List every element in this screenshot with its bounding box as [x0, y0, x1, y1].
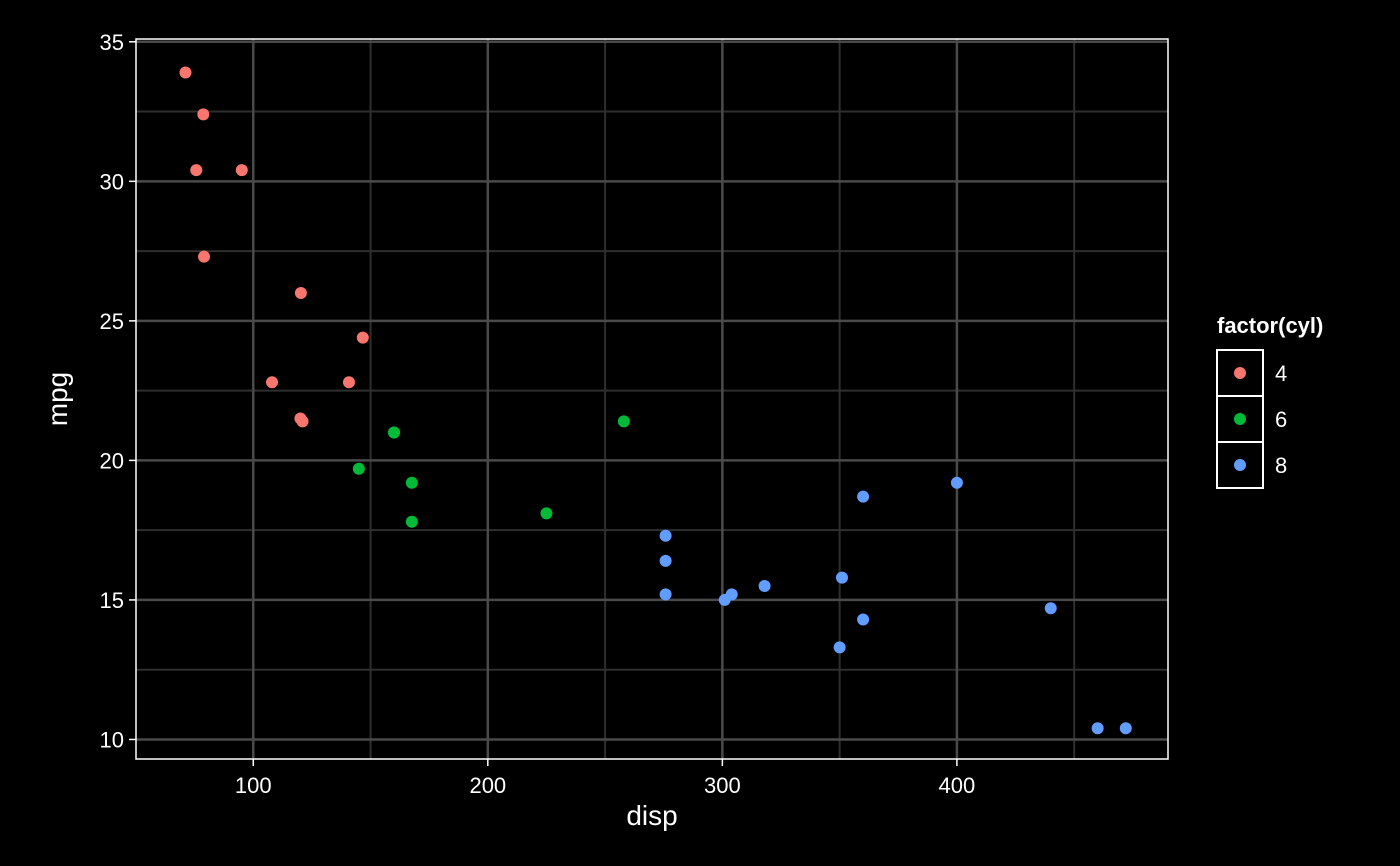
data-point-cyl-4: [198, 250, 211, 263]
data-point-cyl-8: [659, 554, 672, 567]
y-tick-label: 20: [100, 448, 124, 473]
x-tick-label: 300: [704, 773, 741, 798]
x-tick-label: 400: [939, 773, 976, 798]
y-tick-label: 35: [100, 30, 124, 55]
data-point-cyl-8: [758, 579, 771, 592]
data-point-cyl-8: [1091, 722, 1104, 735]
legend-entries: 4 6 8: [1216, 349, 1287, 489]
data-point-cyl-4: [296, 415, 309, 428]
data-point-cyl-8: [659, 529, 672, 542]
data-point-cyl-4: [235, 164, 248, 177]
data-point-cyl-8: [857, 613, 870, 626]
legend-label: 4: [1275, 361, 1287, 386]
data-point-cyl-8: [659, 588, 672, 601]
y-axis-title: mpg: [42, 372, 73, 426]
plot-panel-border: [135, 38, 1169, 760]
data-point-cyl-8: [1119, 722, 1132, 735]
legend-swatch: [1234, 413, 1246, 425]
data-point-cyl-8: [833, 641, 846, 654]
data-point-cyl-6: [540, 507, 553, 520]
data-point-cyl-6: [405, 515, 418, 528]
grid-lines: [136, 39, 1168, 759]
data-point-cyl-4: [356, 331, 369, 344]
data-point-cyl-8: [835, 571, 848, 584]
legend-title: factor(cyl): [1217, 313, 1323, 338]
y-tick-label: 15: [100, 588, 124, 613]
x-tick-label: 200: [469, 773, 506, 798]
data-point-cyl-4: [342, 376, 355, 389]
y-tick-label: 10: [100, 727, 124, 752]
y-tick-label: 25: [100, 309, 124, 334]
data-points: [179, 66, 1132, 735]
legend-label: 6: [1275, 407, 1287, 432]
data-point-cyl-4: [179, 66, 192, 79]
data-point-cyl-6: [617, 415, 630, 428]
data-point-cyl-4: [266, 376, 279, 389]
data-point-cyl-8: [1044, 602, 1057, 615]
legend: factor(cyl) 4 6 8: [1216, 313, 1323, 489]
legend-swatch: [1234, 367, 1246, 379]
data-point-cyl-4: [190, 164, 203, 177]
x-axis-title: disp: [626, 800, 677, 831]
x-tick-label: 100: [235, 773, 272, 798]
y-tick-label: 30: [100, 169, 124, 194]
axes: 100 200 300 400 10 15 20 25 30 35: [100, 30, 976, 798]
legend-label: 8: [1275, 453, 1287, 478]
data-point-cyl-8: [950, 476, 963, 489]
data-point-cyl-8: [718, 593, 731, 606]
data-point-cyl-8: [857, 490, 870, 503]
data-point-cyl-6: [388, 426, 400, 439]
legend-swatch: [1234, 459, 1246, 471]
data-point-cyl-4: [197, 108, 210, 121]
data-point-cyl-6: [352, 462, 365, 475]
data-point-cyl-6: [405, 476, 418, 489]
data-point-cyl-4: [294, 286, 307, 299]
